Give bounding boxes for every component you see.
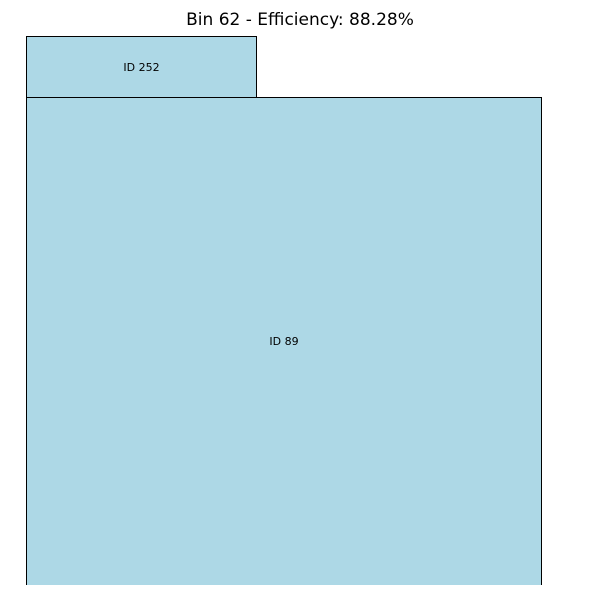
piece-label: ID 89 — [269, 335, 299, 348]
piece-id-89: ID 89 — [26, 97, 542, 585]
piece-label: ID 252 — [123, 60, 160, 74]
piece-id-252: ID 252 — [26, 36, 257, 98]
diagram-title: Bin 62 - Efficiency: 88.28% — [186, 10, 414, 30]
